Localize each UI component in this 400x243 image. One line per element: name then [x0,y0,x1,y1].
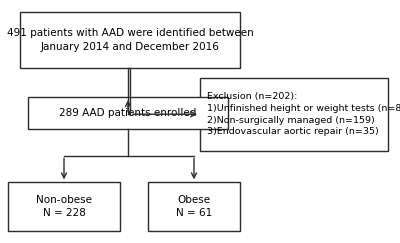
Bar [148,182,240,231]
Bar [200,78,388,151]
Bar [20,12,240,68]
Text: Exclusion (n=202):
1)Unfinished height or weight tests (n=8)
2)Non-surgically ma: Exclusion (n=202): 1)Unfinished height o… [207,92,400,136]
Text: 289 AAD patients enrolled: 289 AAD patients enrolled [59,108,197,118]
Text: Obese
N = 61: Obese N = 61 [176,195,212,218]
Text: 491 patients with AAD were identified between
January 2014 and December 2016: 491 patients with AAD were identified be… [7,28,253,52]
Bar [28,97,228,129]
Bar [8,182,120,231]
Text: Non-obese
N = 228: Non-obese N = 228 [36,195,92,218]
